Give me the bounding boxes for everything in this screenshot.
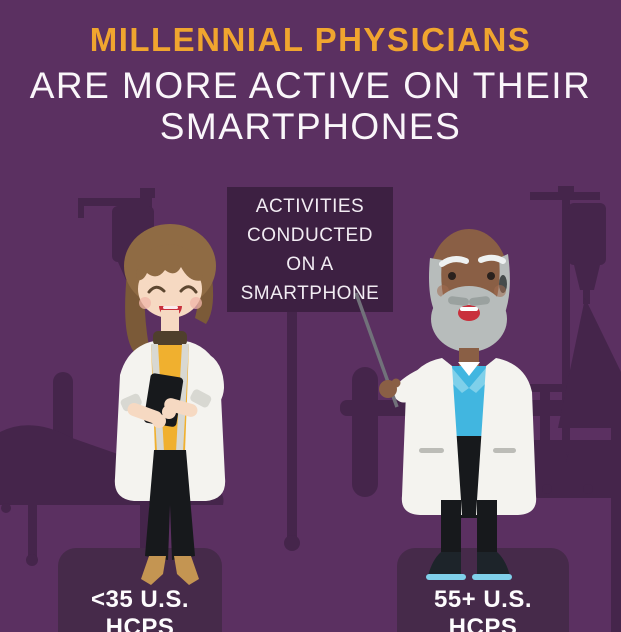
title-line-2: ARE MORE ACTIVE ON THEIR (29, 65, 592, 107)
sign-text: ACTIVITIES CONDUCTED ON A SMARTPHONE (227, 187, 393, 312)
label-55-plus-hcps: 55+ U.S. HCPS (433, 586, 533, 632)
pointer-stick (354, 292, 401, 408)
young-physician-illustration (114, 224, 226, 585)
page-title: MILLENNIAL PHYSICIANS ARE MORE ACTIVE ON… (0, 21, 621, 148)
sign-line: SMARTPHONE (240, 282, 380, 304)
sign-line: ACTIVITIES (255, 195, 365, 217)
sign-line: ON A (286, 253, 334, 275)
sign-post (284, 310, 300, 551)
title-line-3: SMARTPHONES (159, 105, 462, 147)
sign-board (227, 187, 393, 312)
sign-line: CONDUCTED (247, 224, 373, 246)
label-under-35-hcps: <35 U.S. HCPS (90, 586, 190, 632)
senior-physician-illustration (393, 229, 537, 580)
iv-stand-silhouette-right (530, 186, 621, 632)
title-accent-line: MILLENNIAL PHYSICIANS (89, 21, 532, 58)
